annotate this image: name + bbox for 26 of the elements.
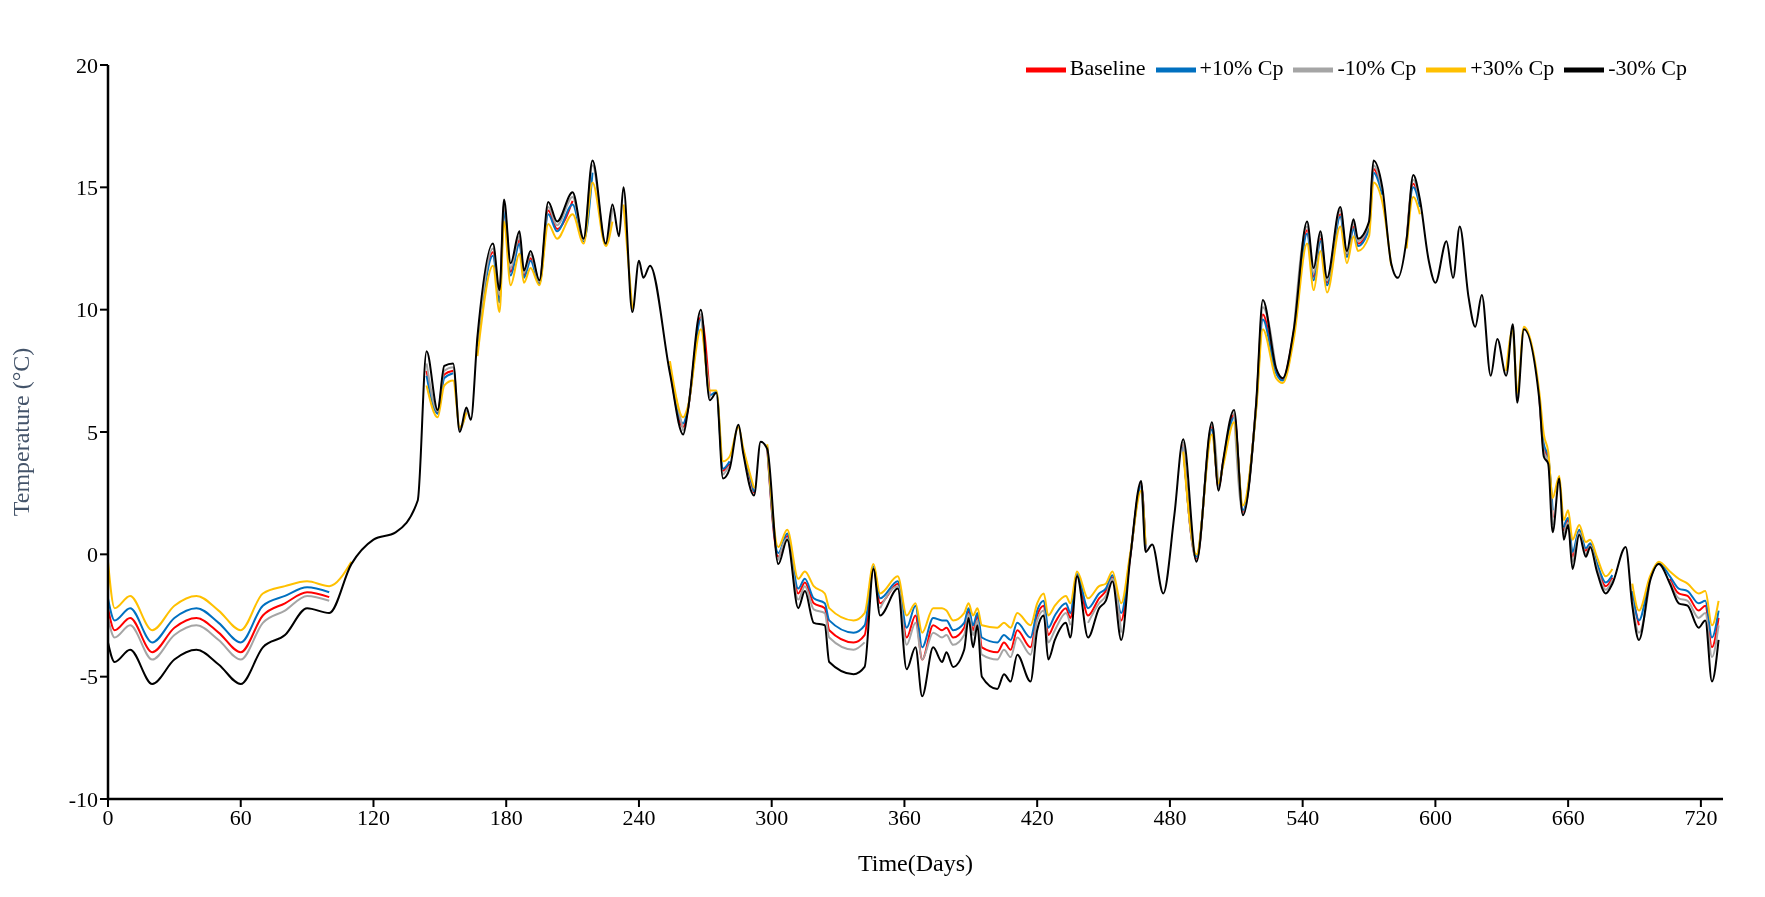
y-tick-label: 10 (76, 297, 98, 323)
y-tick-label: 5 (87, 419, 98, 445)
x-tick-label: 360 (887, 804, 921, 830)
y-tick-label: -5 (79, 664, 98, 690)
x-tick-label: 240 (622, 804, 656, 830)
legend-label: -10% Cp (1337, 55, 1417, 81)
x-tick-label: 300 (755, 804, 789, 830)
legend-label: +30% Cp (1470, 55, 1555, 81)
legend-label: Baseline (1069, 55, 1146, 81)
x-tick-label: 60 (229, 804, 252, 830)
legend-label: -30% Cp (1608, 55, 1687, 81)
x-tick-label: 480 (1153, 804, 1187, 830)
y-tick-label: 20 (76, 52, 98, 78)
y-axis-title: Temperature (°C) (7, 347, 34, 517)
y-tick-label: -10 (68, 786, 98, 812)
x-axis-title: Time(Days) (857, 850, 974, 876)
legend-label: +10% Cp (1199, 55, 1284, 81)
x-tick-label: 180 (489, 804, 523, 830)
x-tick-label: 540 (1286, 804, 1320, 830)
y-tick-label: 0 (87, 542, 98, 568)
x-tick-label: 420 (1020, 804, 1054, 830)
x-tick-label: 120 (356, 804, 390, 830)
x-tick-label: 720 (1684, 804, 1718, 830)
y-tick-label: 15 (76, 175, 98, 201)
x-tick-label: 660 (1551, 804, 1585, 830)
x-tick-label: 600 (1418, 804, 1452, 830)
